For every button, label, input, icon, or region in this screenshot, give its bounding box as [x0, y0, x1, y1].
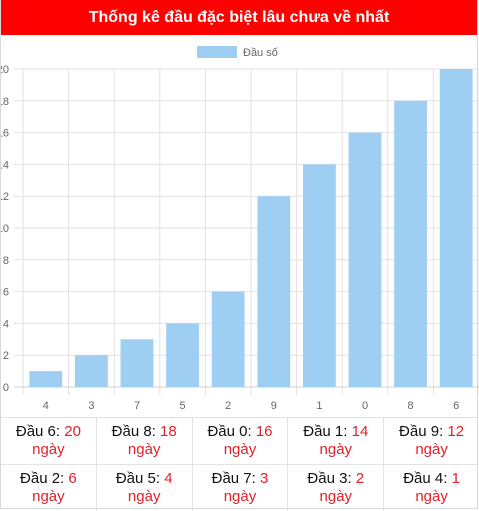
stats-row: Đầu 6: 20 ngày Đầu 8: 18 ngày Đầu 0: 16 …: [1, 417, 479, 464]
stats-cell: Đầu 1: 14 ngày: [288, 418, 385, 464]
stats-label: Đầu 5:: [115, 470, 161, 487]
stats-unit: ngày: [127, 441, 161, 458]
y-tick-label: 12: [1, 191, 9, 203]
stats-cell: Đầu 7: 3 ngày: [193, 465, 289, 511]
x-tick-label: 1: [316, 400, 322, 412]
x-tick-label: 0: [362, 400, 368, 412]
y-tick-label: 20: [1, 64, 9, 76]
stats-cell: Đầu 0: 16 ngày: [193, 418, 289, 464]
stats-unit: ngày: [319, 488, 353, 505]
stats-cell: Đầu 6: 20 ngày: [1, 418, 97, 464]
stats-label: Đầu 1:: [303, 423, 348, 440]
stats-unit: ngày: [223, 441, 257, 458]
y-tick-label: 10: [1, 223, 9, 235]
stats-unit: ngày: [415, 441, 448, 458]
stats-value: 12: [447, 423, 465, 440]
stats-label: Đầu 3:: [307, 470, 352, 487]
stats-label: Đầu 6:: [15, 423, 61, 440]
stats-unit: ngày: [223, 488, 257, 505]
bar: [120, 339, 154, 387]
bar: [29, 371, 63, 387]
x-tick-label: 5: [180, 400, 186, 412]
x-tick-label: 8: [408, 400, 414, 412]
stats-unit: ngày: [415, 488, 448, 505]
stats-cell: Đầu 8: 18 ngày: [97, 418, 193, 464]
stats-table: Đầu 6: 20 ngày Đầu 8: 18 ngày Đầu 0: 16 …: [1, 417, 479, 511]
stats-row: Đầu 2: 6 ngày Đầu 5: 4 ngày Đầu 7: 3 ngà…: [1, 464, 479, 511]
y-tick-label: 16: [1, 128, 9, 140]
bar: [211, 291, 245, 387]
stats-unit: ngày: [32, 441, 65, 458]
x-tick-label: 9: [271, 400, 277, 412]
y-tick-label: 2: [3, 350, 9, 362]
stats-value: 16: [255, 423, 273, 440]
stats-label: Đầu 4:: [403, 470, 448, 487]
bar-chart: 024681012141618204375291086Đầu số: [1, 46, 479, 412]
legend-label: Đầu số: [243, 47, 278, 59]
stats-value: 3: [260, 470, 269, 487]
page-title: Thống kê đầu đặc biệt lâu chưa về nhất: [1, 0, 477, 35]
stats-label: Đầu 8:: [111, 423, 156, 440]
bar: [348, 132, 382, 387]
y-tick-label: 18: [1, 96, 9, 108]
stats-unit: ngày: [32, 488, 65, 505]
bar: [74, 355, 108, 387]
stats-unit: ngày: [127, 488, 161, 505]
x-tick-label: 6: [453, 400, 459, 412]
y-tick-label: 14: [1, 159, 9, 171]
stats-label: Đầu 0:: [207, 423, 252, 440]
x-tick-label: 4: [43, 400, 49, 412]
bar: [439, 69, 473, 387]
stats-value: 4: [164, 470, 173, 487]
stats-cell: Đầu 4: 1 ngày: [384, 465, 479, 511]
stats-value: 14: [351, 423, 369, 440]
stats-value: 1: [451, 470, 460, 487]
stats-label: Đầu 7:: [211, 470, 256, 487]
legend-swatch: [197, 46, 237, 58]
bar: [166, 323, 200, 387]
stats-value: 18: [160, 423, 177, 440]
stats-value: 2: [355, 470, 365, 487]
stats-label: Đầu 9:: [399, 423, 444, 440]
bar: [302, 164, 336, 387]
x-tick-label: 2: [225, 400, 231, 412]
y-tick-label: 6: [3, 287, 9, 299]
y-tick-label: 4: [3, 318, 9, 330]
bar: [394, 100, 428, 388]
y-tick-label: 0: [3, 382, 9, 394]
x-tick-label: 7: [134, 400, 140, 412]
x-tick-label: 3: [88, 400, 94, 412]
stats-cell: Đầu 9: 12 ngày: [384, 418, 479, 464]
stats-cell: Đầu 5: 4 ngày: [97, 465, 193, 511]
stats-cell: Đầu 2: 6 ngày: [1, 465, 97, 511]
stats-value: 20: [64, 423, 81, 440]
stats-label: Đầu 2:: [20, 470, 65, 487]
stats-unit: ngày: [319, 441, 353, 458]
bar: [257, 196, 291, 387]
stats-cell: Đầu 3: 2 ngày: [288, 465, 385, 511]
stats-value: 6: [68, 470, 77, 487]
y-tick-label: 8: [3, 255, 9, 267]
